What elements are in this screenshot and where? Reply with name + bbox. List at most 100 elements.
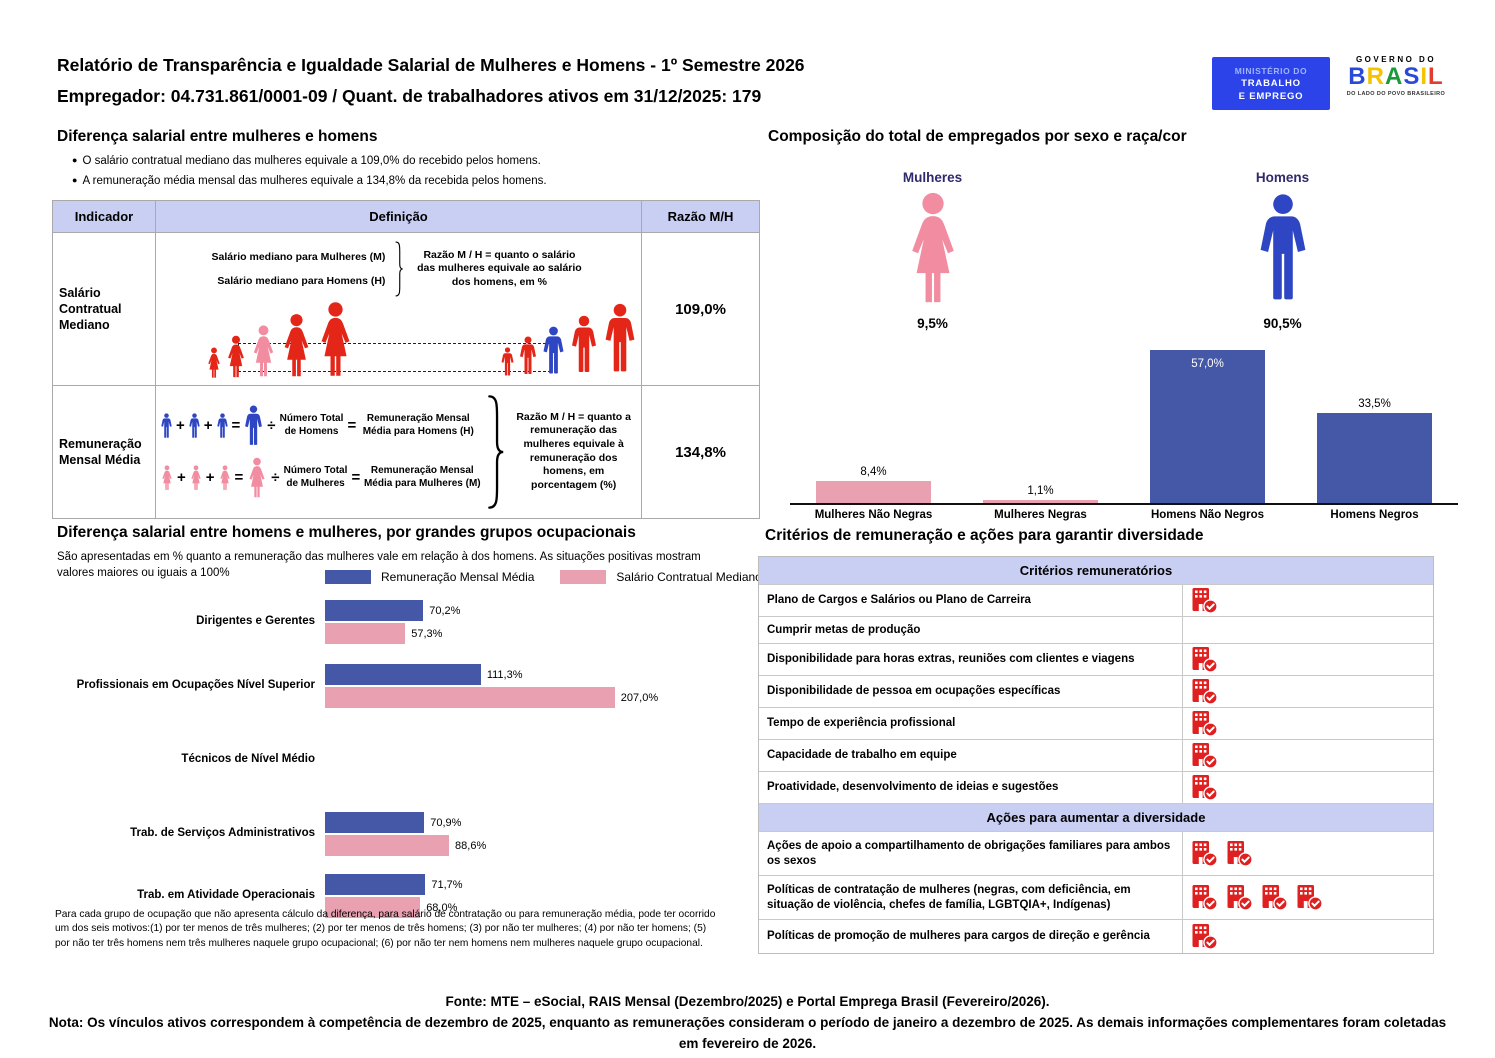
bar-value-label: 70,2% bbox=[429, 604, 461, 617]
male-person-icon bbox=[500, 345, 515, 379]
bar-value-label: 70,9% bbox=[430, 816, 462, 829]
building-check-icon bbox=[1192, 711, 1218, 737]
criteria-row: Ações de apoio a compartilhamento de obr… bbox=[759, 831, 1433, 875]
occupational-bar-chart: Dirigentes e Gerentes 70,2% 57,3% Profis… bbox=[55, 600, 760, 918]
building-check-icon bbox=[1192, 775, 1218, 801]
plus-operator: + bbox=[203, 417, 213, 434]
median-men-label: Salário mediano para Homens (H) bbox=[217, 275, 386, 287]
bar-remuneracao bbox=[325, 600, 424, 621]
bar-value-label: 88,6% bbox=[455, 839, 487, 852]
report-footer: Fonte: MTE – eSocial, RAIS Mensal (Dezem… bbox=[0, 992, 1495, 1055]
building-check-icon bbox=[1192, 679, 1218, 705]
building-check-icon bbox=[1192, 647, 1218, 673]
category-label: Mulheres Negras bbox=[994, 509, 1087, 521]
criteria-markers bbox=[1183, 920, 1433, 953]
criteria-section-header: Ações para aumentar a diversidade bbox=[759, 803, 1433, 831]
criteria-row: Políticas de contratação de mulheres (ne… bbox=[759, 875, 1433, 919]
male-person-icon-highlighted bbox=[541, 323, 566, 379]
female-person-icon bbox=[160, 465, 174, 491]
women-average-label: Remuneração Mensal Média para Mulheres (… bbox=[363, 465, 481, 489]
men-total-label: Número Total de Homens bbox=[279, 413, 344, 437]
bar-mulheres-nao-negras bbox=[816, 480, 931, 503]
report-header: Relatório de Transparência e Igualdade S… bbox=[57, 50, 1157, 111]
indicator-name: Remuneração Mensal Média bbox=[52, 385, 156, 519]
men-figure-group bbox=[500, 299, 638, 379]
mte-logo: MINISTÉRIO DO TRABALHO E EMPREGO bbox=[1212, 57, 1330, 110]
definition-formula: + + = ÷ Número Total de Homens = Remuner… bbox=[156, 386, 641, 517]
criteria-row: Plano de Cargos e Salários ou Plano de C… bbox=[759, 584, 1433, 616]
occupational-group: Dirigentes e Gerentes 70,2% 57,3% bbox=[55, 600, 760, 644]
female-label: Mulheres bbox=[902, 170, 963, 185]
criteria-markers bbox=[1183, 585, 1433, 616]
legend-label: Salário Contratual Mediano bbox=[616, 570, 762, 584]
col-header-razao: Razão M/H bbox=[641, 200, 760, 233]
occupational-subtitle: São apresentadas em % quanto a remuneraç… bbox=[57, 551, 701, 580]
equals-operator: = bbox=[351, 469, 361, 486]
section-heading-criteria: Critérios de remuneração e ações para ga… bbox=[765, 527, 1204, 544]
male-person-icon bbox=[188, 413, 201, 439]
govbr-top-text: GOVERNO DO bbox=[1355, 55, 1437, 64]
criteria-markers bbox=[1183, 832, 1433, 875]
criteria-markers bbox=[1183, 644, 1433, 675]
govbr-slogan: DO LADO DO POVO BRASILEIRO bbox=[1346, 91, 1446, 97]
bar-salario bbox=[325, 687, 615, 708]
criteria-row: Capacidade de trabalho em equipe bbox=[759, 739, 1433, 771]
plus-operator: + bbox=[176, 417, 185, 434]
composition-bar-chart: 8,4% 1,1% 57,0% 33,5% Mulheres Não Negra… bbox=[790, 340, 1458, 521]
criteria-label: Disponibilidade para horas extras, reuni… bbox=[759, 644, 1183, 675]
criteria-label: Proatividade, desenvolvimento de ideias … bbox=[759, 772, 1183, 803]
male-person-icon bbox=[160, 413, 173, 439]
section-heading-occupational: Diferença salarial entre homens e mulher… bbox=[57, 524, 636, 541]
group-label: Técnicos de Nível Médio bbox=[181, 753, 315, 766]
bullet-icon: ● bbox=[72, 155, 78, 165]
occupational-group: Técnicos de Nível Médio bbox=[55, 738, 760, 782]
criteria-label: Disponibilidade de pessoa em ocupações e… bbox=[759, 676, 1183, 707]
bar-homens-negros bbox=[1317, 413, 1432, 503]
group-label: Trab. em Atividade Operacionais bbox=[137, 889, 315, 902]
female-person-icon bbox=[246, 457, 268, 499]
indicator-table: Indicador Definição Razão M/H Salário Co… bbox=[52, 200, 760, 519]
report-title: Relatório de Transparência e Igualdade S… bbox=[57, 55, 805, 75]
bar-remuneracao bbox=[325, 812, 425, 833]
building-check-icon bbox=[1192, 924, 1218, 950]
col-header-indicador: Indicador bbox=[52, 200, 156, 233]
bar-salario bbox=[325, 897, 421, 918]
bar-homens-nao-negros: 57,0% bbox=[1150, 350, 1265, 503]
equals-operator: = bbox=[347, 417, 357, 434]
bar-value-label: 68,0% bbox=[426, 901, 458, 914]
female-person-icon bbox=[189, 465, 203, 491]
women-total-label: Número Total de Mulheres bbox=[283, 465, 348, 489]
footer-note: Nota: Os vínculos ativos correspondem à … bbox=[48, 1014, 1447, 1051]
occupational-group: Trab. em Atividade Operacionais 71,7% 68… bbox=[55, 874, 760, 918]
male-person-icon bbox=[1255, 191, 1311, 307]
bullet-icon: ● bbox=[72, 175, 78, 185]
definition-cell: + + = ÷ Número Total de Homens = Remuner… bbox=[155, 385, 642, 519]
bar-remuneracao bbox=[325, 874, 426, 895]
male-person-icon bbox=[569, 311, 599, 379]
plus-operator: + bbox=[205, 469, 215, 486]
plus-operator: + bbox=[177, 469, 186, 486]
criteria-label: Cumprir metas de produção bbox=[759, 617, 1183, 643]
female-percentage: 9,5% bbox=[917, 316, 948, 331]
occupational-footnote: Para cada grupo de ocupação que não apre… bbox=[55, 909, 716, 949]
govbr-brand-text: BRASIL bbox=[1348, 63, 1444, 90]
bar-remuneracao bbox=[325, 664, 481, 685]
men-average-label: Remuneração Mensal Média para Homens (H) bbox=[362, 413, 474, 437]
group-label: Trab. de Serviços Administrativos bbox=[130, 827, 315, 840]
male-percentage: 90,5% bbox=[1263, 316, 1302, 331]
bar-slot: 1,1% bbox=[957, 485, 1124, 503]
building-check-icon bbox=[1227, 885, 1253, 911]
bar-value-label: 8,4% bbox=[860, 465, 887, 478]
female-person-icon bbox=[904, 191, 962, 307]
criteria-markers bbox=[1183, 740, 1433, 771]
male-label: Homens bbox=[1255, 170, 1310, 185]
definition-formula: Salário mediano para Mulheres (M) Salári… bbox=[156, 233, 641, 297]
criteria-markers bbox=[1183, 876, 1433, 919]
chart-plot-area: 8,4% 1,1% 57,0% 33,5% bbox=[790, 340, 1458, 505]
male-person-icon bbox=[216, 413, 229, 439]
female-person-icon bbox=[316, 301, 355, 379]
brace-icon bbox=[393, 241, 405, 297]
criteria-section-header: Critérios remuneratórios bbox=[759, 557, 1433, 584]
criteria-table: Critérios remuneratórios Plano de Cargos… bbox=[758, 556, 1434, 954]
bar-value-label: 71,7% bbox=[431, 878, 463, 891]
